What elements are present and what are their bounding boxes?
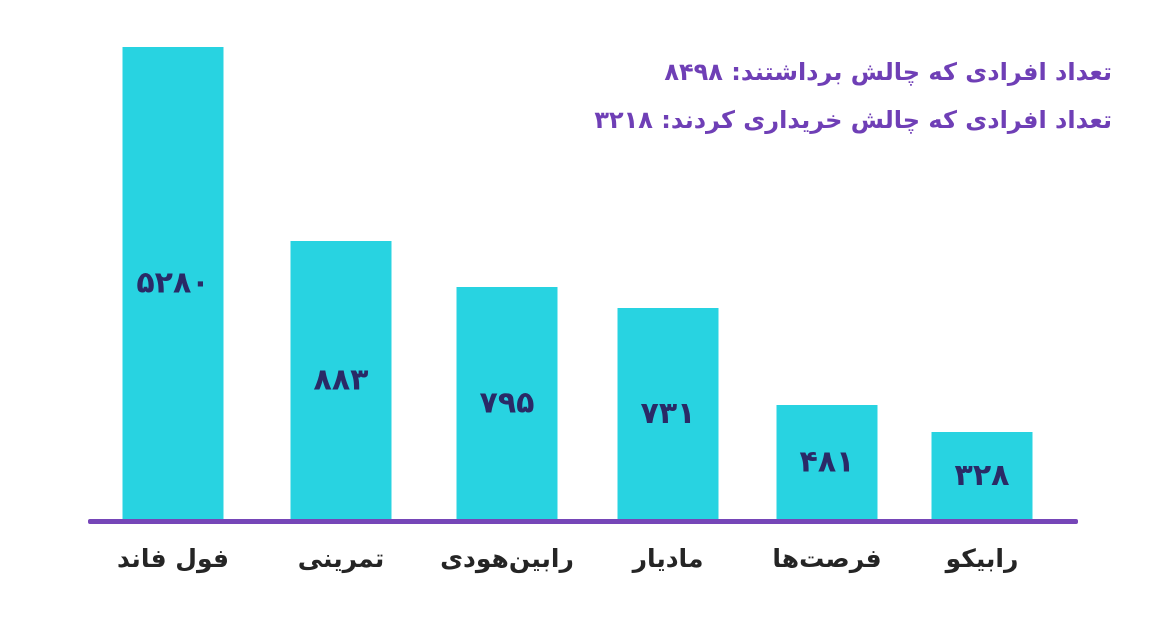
category-label-5: فرصت‌ها bbox=[772, 544, 881, 574]
bar-value-label-1: ۵۲۸۰ bbox=[136, 266, 209, 301]
category-label-4: مادیار bbox=[631, 544, 704, 573]
bar-6 bbox=[931, 432, 1033, 521]
annotation-challenges-taken: تعداد افرادی که چالش برداشتند: ۸۴۹۸ bbox=[664, 58, 1112, 86]
bar-value-label-3: ۷۹۵ bbox=[480, 386, 535, 421]
bar-1 bbox=[122, 47, 224, 521]
category-label-6: رابیکو bbox=[944, 544, 1019, 574]
category-label-1: فول فاند bbox=[117, 544, 229, 574]
bar-2 bbox=[290, 241, 392, 521]
bar-value-label-5: ۴۸۱ bbox=[800, 445, 855, 480]
x-axis-line bbox=[88, 519, 1078, 524]
category-label-2: تمرینی bbox=[298, 544, 385, 574]
bar-4 bbox=[617, 308, 719, 521]
category-label-3: رابین‌هودی bbox=[440, 544, 574, 574]
bar-5 bbox=[776, 405, 878, 521]
annotation-challenges-purchased: تعداد افرادی که چالش خریداری کردند: ۳۲۱۸ bbox=[594, 106, 1112, 134]
bar-value-label-2: ۸۸۳ bbox=[314, 363, 369, 398]
bar-value-label-4: ۷۳۱ bbox=[641, 396, 696, 431]
bar-value-label-6: ۳۲۸ bbox=[955, 458, 1010, 493]
bar-3 bbox=[456, 287, 558, 521]
